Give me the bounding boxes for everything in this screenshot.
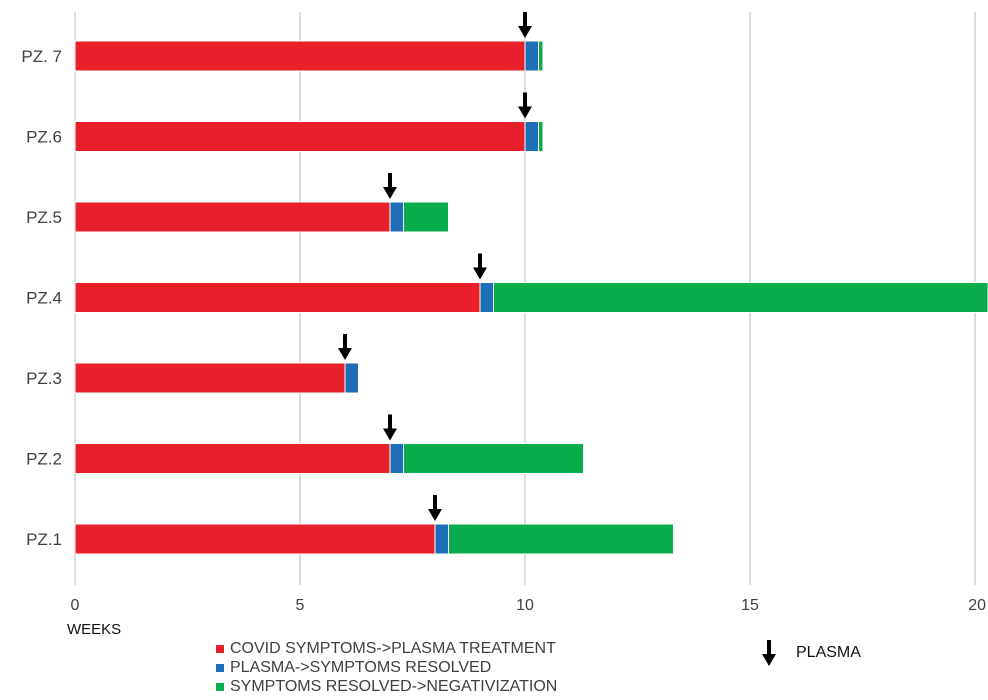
- down-arrow-icon: [762, 640, 776, 666]
- legend-item-plasma-resolved[interactable]: PLASMA->SYMPTOMS RESOLVED: [216, 658, 557, 677]
- plasma-arrow-icon: [383, 173, 397, 199]
- plasma-markers: [338, 12, 532, 521]
- bar-segment-series-2: [538, 40, 544, 72]
- plasma-arrow-icon: [473, 253, 487, 280]
- legend-swatch-blue: [216, 663, 224, 672]
- bar-segment-series-1: [389, 443, 404, 474]
- category-label: PZ.4: [26, 289, 62, 308]
- bar-segment-series-1: [524, 121, 539, 152]
- bar-segment-series-0: [74, 523, 436, 555]
- plasma-arrow-icon: [338, 334, 352, 360]
- legend-item-covid-symptoms[interactable]: COVID SYMPTOMS->PLASMA TREATMENT: [216, 639, 557, 658]
- legend-label: SYMPTOMS RESOLVED->NEGATIVIZATION: [230, 678, 558, 695]
- legend-swatch-red: [216, 644, 224, 653]
- labels: 0 5 10 15 20 WEEKS PZ. 7 PZ.6 PZ.5 PZ.4 PZ.3 PZ.2 PZ…: [21, 47, 986, 638]
- category-label: PZ. 7: [21, 47, 62, 66]
- bar-segment-series-0: [74, 201, 391, 233]
- x-tick-label: 0: [71, 597, 80, 614]
- x-axis-label: WEEKS: [67, 621, 121, 638]
- bar-segment-series-0: [74, 121, 526, 152]
- category-label: PZ.3: [26, 369, 62, 388]
- plasma-arrow-icon: [383, 414, 397, 441]
- bar-segment-series-2: [403, 201, 449, 233]
- bar-segment-series-0: [74, 362, 346, 394]
- legend-item-plasma[interactable]: PLASMA: [762, 640, 861, 666]
- bar-segment-series-1: [524, 40, 539, 72]
- bar-segment-series-1: [389, 201, 404, 233]
- x-tick-label: 15: [741, 597, 759, 614]
- x-tick-label: 10: [516, 597, 534, 614]
- category-label: PZ.2: [26, 450, 62, 469]
- x-tick-label: 5: [296, 597, 305, 614]
- category-label: PZ.1: [26, 530, 62, 549]
- bar-segment-series-2: [538, 121, 544, 152]
- x-tick-label: 20: [968, 597, 986, 614]
- category-label: PZ.6: [26, 128, 62, 147]
- legend-label: PLASMA->SYMPTOMS RESOLVED: [230, 659, 492, 676]
- plasma-arrow-icon: [428, 495, 442, 521]
- legend: COVID SYMPTOMS->PLASMA TREATMENT PLASMA-…: [216, 639, 557, 696]
- plasma-legend-label: PLASMA: [796, 644, 861, 661]
- plasma-arrow-icon: [518, 12, 532, 38]
- bar-segment-series-1: [479, 282, 494, 313]
- bar-segment-series-1: [344, 362, 359, 394]
- legend-item-negativization[interactable]: SYMPTOMS RESOLVED->NEGATIVIZATION: [216, 677, 557, 696]
- legend-label: COVID SYMPTOMS->PLASMA TREATMENT: [230, 640, 556, 657]
- bar-segment-series-0: [74, 443, 391, 474]
- category-label: PZ.5: [26, 208, 62, 227]
- bar-segment-series-0: [74, 282, 481, 313]
- legend-swatch-green: [216, 682, 224, 691]
- plasma-arrow-icon: [518, 92, 532, 119]
- bar-segment-series-2: [493, 282, 988, 313]
- bars: [74, 40, 988, 555]
- bar-segment-series-0: [74, 40, 526, 72]
- bar-segment-series-1: [434, 523, 449, 555]
- bar-segment-series-2: [448, 523, 674, 555]
- bar-segment-series-2: [403, 443, 584, 474]
